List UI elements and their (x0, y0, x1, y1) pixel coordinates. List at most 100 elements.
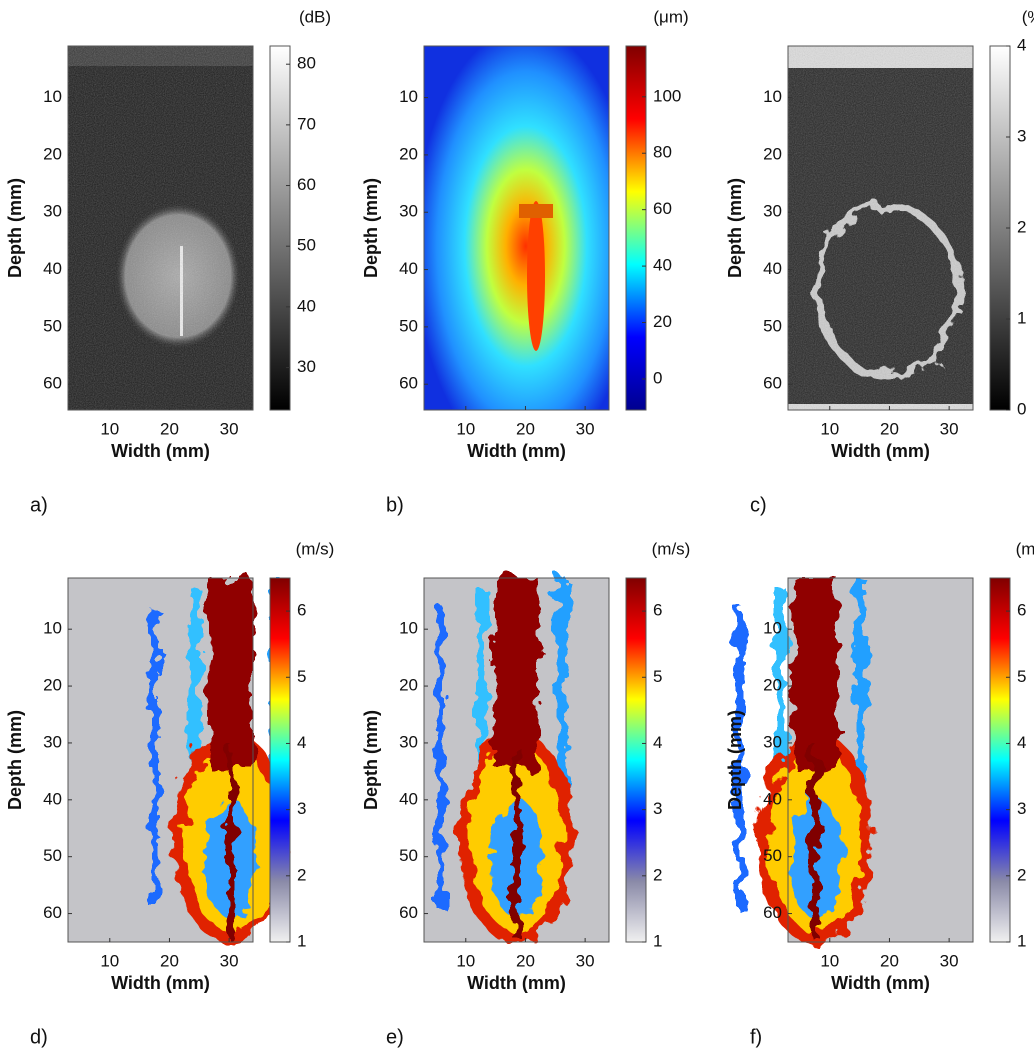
y-tick-label: 40 (43, 259, 62, 278)
colorbar-tick-label: 50 (297, 236, 316, 255)
x-tick-label: 10 (456, 951, 475, 970)
colorbar-tick-label: 0 (1017, 399, 1026, 418)
colorbar-tick-label: 6 (297, 601, 306, 620)
needle (512, 748, 521, 938)
colorbar-tick-label: 1 (1017, 308, 1026, 327)
y-axis-label: Depth (mm) (5, 710, 25, 810)
y-tick-label: 20 (763, 144, 782, 163)
y-axis-label: Depth (mm) (361, 710, 381, 810)
image-bg (424, 46, 609, 410)
x-tick-label: 10 (820, 951, 839, 970)
x-tick-label: 20 (516, 951, 535, 970)
streak (476, 588, 487, 908)
needle (226, 748, 235, 938)
y-tick-label: 20 (399, 676, 418, 695)
y-tick-label: 10 (399, 87, 418, 106)
streak (775, 588, 786, 908)
y-tick-label: 60 (399, 374, 418, 393)
y-tick-label: 40 (399, 789, 418, 808)
x-tick-label: 30 (940, 419, 959, 438)
x-tick-label: 30 (576, 951, 595, 970)
x-tick-label: 20 (516, 419, 535, 438)
streak (735, 608, 744, 908)
panel: 10 20 30 10 20 30 40 50 60 Width (mm) Depth (mm) 1 2… (361, 539, 691, 1048)
colorbar-tick-label: 80 (653, 143, 672, 162)
x-axis-label: Width (mm) (831, 441, 930, 461)
x-tick-label: 20 (160, 419, 179, 438)
colorbar-tick-label: 30 (297, 357, 316, 376)
colorbar-tick-label: 100 (653, 86, 681, 105)
panel: 10 20 30 10 20 30 40 50 60 Width (mm) Depth (mm) 0 1… (725, 7, 1034, 516)
y-axis-label: Depth (mm) (361, 178, 381, 278)
core (527, 201, 545, 351)
y-tick-label: 30 (43, 732, 62, 751)
streak (436, 608, 445, 908)
column (793, 578, 838, 768)
colorbar-unit: (m/s) (1016, 539, 1034, 558)
colorbar-tick-label: 3 (653, 799, 662, 818)
y-axis-label: Depth (mm) (725, 178, 745, 278)
x-tick-label: 10 (100, 951, 119, 970)
panel-label: a) (30, 494, 48, 516)
y-tick-label: 30 (399, 732, 418, 751)
y-tick-label: 60 (399, 903, 418, 922)
speckle (788, 46, 973, 410)
colorbar-tick-label: 1 (653, 931, 662, 950)
y-tick-label: 40 (763, 789, 782, 808)
colorbar (269, 577, 291, 943)
y-tick-label: 30 (763, 202, 782, 221)
y-tick-label: 40 (43, 789, 62, 808)
colorbar-tick-label: 40 (297, 296, 316, 315)
y-tick-label: 30 (43, 202, 62, 221)
y-tick-label: 60 (43, 374, 62, 393)
colorbar (269, 45, 291, 411)
y-tick-label: 60 (763, 374, 782, 393)
panel-label: c) (750, 494, 767, 516)
y-tick-label: 50 (763, 316, 782, 335)
colorbar-tick-label: 4 (653, 733, 662, 752)
y-tick-label: 20 (43, 144, 62, 163)
colorbar-tick-label: 2 (1017, 217, 1026, 236)
y-tick-label: 40 (763, 259, 782, 278)
colorbar-tick-label: 2 (653, 865, 662, 884)
image-frame (423, 45, 610, 411)
x-tick-label: 10 (100, 419, 119, 438)
x-axis-label: Width (mm) (111, 441, 210, 461)
x-tick-label: 30 (576, 419, 595, 438)
colorbar-tick-label: 6 (1017, 601, 1026, 620)
colorbar-tick-label: 5 (297, 667, 306, 686)
colorbar-tick-label: 70 (297, 114, 316, 133)
colorbar-tick-label: 40 (653, 256, 672, 275)
y-tick-label: 30 (399, 202, 418, 221)
panel: 10 20 30 10 20 30 40 50 60 Width (mm) Depth (mm) 0 2… (361, 7, 689, 516)
colorbar-tick-label: 5 (653, 667, 662, 686)
y-axis-label: Depth (mm) (5, 178, 25, 278)
y-tick-label: 10 (43, 619, 62, 638)
x-axis-label: Width (mm) (467, 973, 566, 993)
y-tick-label: 20 (763, 676, 782, 695)
y-tick-label: 10 (399, 619, 418, 638)
y-tick-label: 40 (399, 259, 418, 278)
x-axis-label: Width (mm) (111, 973, 210, 993)
x-tick-label: 20 (880, 419, 899, 438)
y-tick-label: 50 (399, 316, 418, 335)
colorbar-tick-label: 60 (297, 175, 316, 194)
colorbar-tick-label: 1 (297, 931, 306, 950)
colorbar-unit: (m/s) (296, 539, 335, 558)
colorbar-tick-label: 3 (1017, 799, 1026, 818)
speckle (68, 46, 253, 410)
colorbar-tick-label: 3 (297, 799, 306, 818)
colorbar-tick-label: 6 (653, 601, 662, 620)
colorbar (989, 577, 1011, 943)
colorbar-tick-label: 5 (1017, 667, 1026, 686)
y-tick-label: 10 (43, 87, 62, 106)
streak (190, 588, 201, 908)
x-axis-label: Width (mm) (831, 973, 930, 993)
colorbar-tick-label: 2 (297, 865, 306, 884)
colorbar-tick-label: 1 (1017, 931, 1026, 950)
streak (855, 578, 866, 878)
colorbar (625, 45, 647, 411)
panel-label: f) (750, 1026, 762, 1048)
y-axis-label: Depth (mm) (725, 710, 745, 810)
